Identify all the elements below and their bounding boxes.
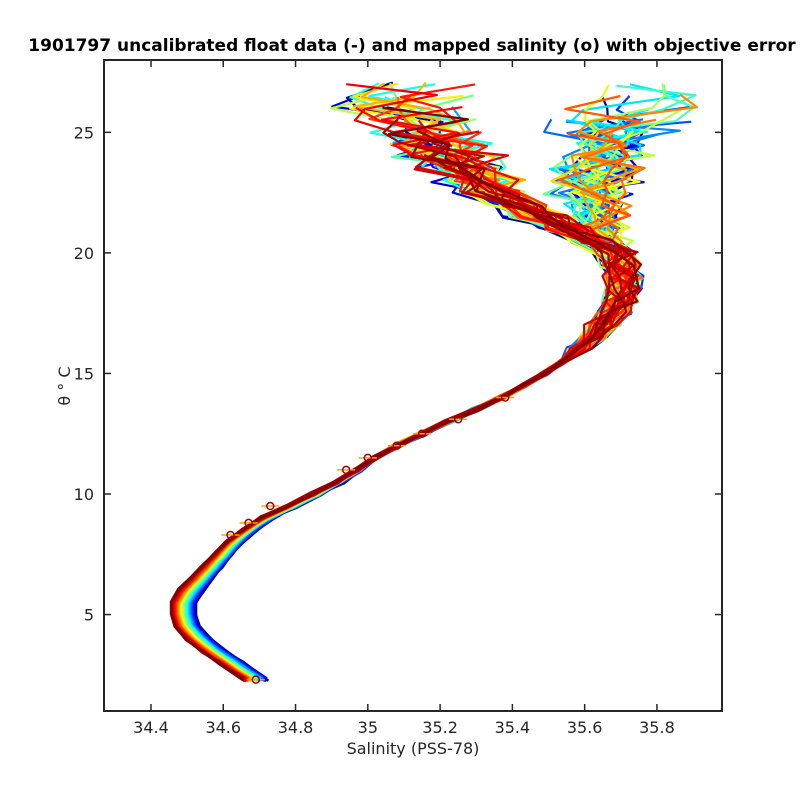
y-axis-label: θ ° C <box>55 366 74 405</box>
mapped-salinity-marker <box>251 675 261 684</box>
y-tick-label: 10 <box>74 485 94 504</box>
y-tick-label: 25 <box>74 123 94 142</box>
profile-line <box>191 120 638 682</box>
mapped-salinity-marker <box>453 415 463 424</box>
plot-frame <box>103 59 723 712</box>
chart-title: 1901797 uncalibrated float data (-) and … <box>28 36 796 56</box>
mapped-salinity-marker <box>265 501 275 511</box>
x-tick-label: 34.8 <box>278 718 314 737</box>
x-tick-label: 35.6 <box>567 718 603 737</box>
mapped-salinity-marker <box>392 441 401 451</box>
profile-line <box>193 132 638 681</box>
profile-line <box>170 153 611 680</box>
mapped-salinity-marker <box>500 393 510 402</box>
mapped-salinity-marker <box>341 465 351 475</box>
y-tick-label: 20 <box>74 244 94 263</box>
y-tick-label: 5 <box>84 606 94 625</box>
profile-line <box>192 130 644 680</box>
mapped-salinity-marker <box>244 518 253 528</box>
axis-ticks: 34.4 34.6 34.8 35 35.2 35.4 35.6 35.8 5 10 15 20 25 <box>74 60 722 737</box>
profile-line <box>192 130 645 681</box>
profile-line <box>179 120 622 681</box>
x-tick-label: 34.4 <box>133 718 169 737</box>
x-axis-label: Salinity (PSS-78) <box>347 739 480 758</box>
x-tick-label: 35.2 <box>422 718 458 737</box>
x-tick-label: 35.8 <box>639 718 675 737</box>
profile-line <box>193 168 629 680</box>
x-tick-label: 35.4 <box>495 718 531 737</box>
x-tick-label: 34.6 <box>205 718 241 737</box>
profile-line <box>190 119 630 681</box>
profile-line <box>176 131 640 680</box>
mapped-salinity-marker <box>363 453 373 463</box>
profile-line <box>172 119 640 683</box>
plot-area <box>169 81 698 684</box>
y-tick-label: 15 <box>74 364 94 383</box>
profile-line <box>170 129 643 680</box>
profile-line <box>169 106 641 682</box>
profile-line <box>175 94 641 683</box>
mapped-salinity-marker <box>226 530 235 540</box>
profile-line <box>179 130 641 682</box>
mapped-salinity-marker <box>417 429 427 438</box>
x-tick-label: 35 <box>358 718 378 737</box>
profile-line <box>176 129 639 682</box>
